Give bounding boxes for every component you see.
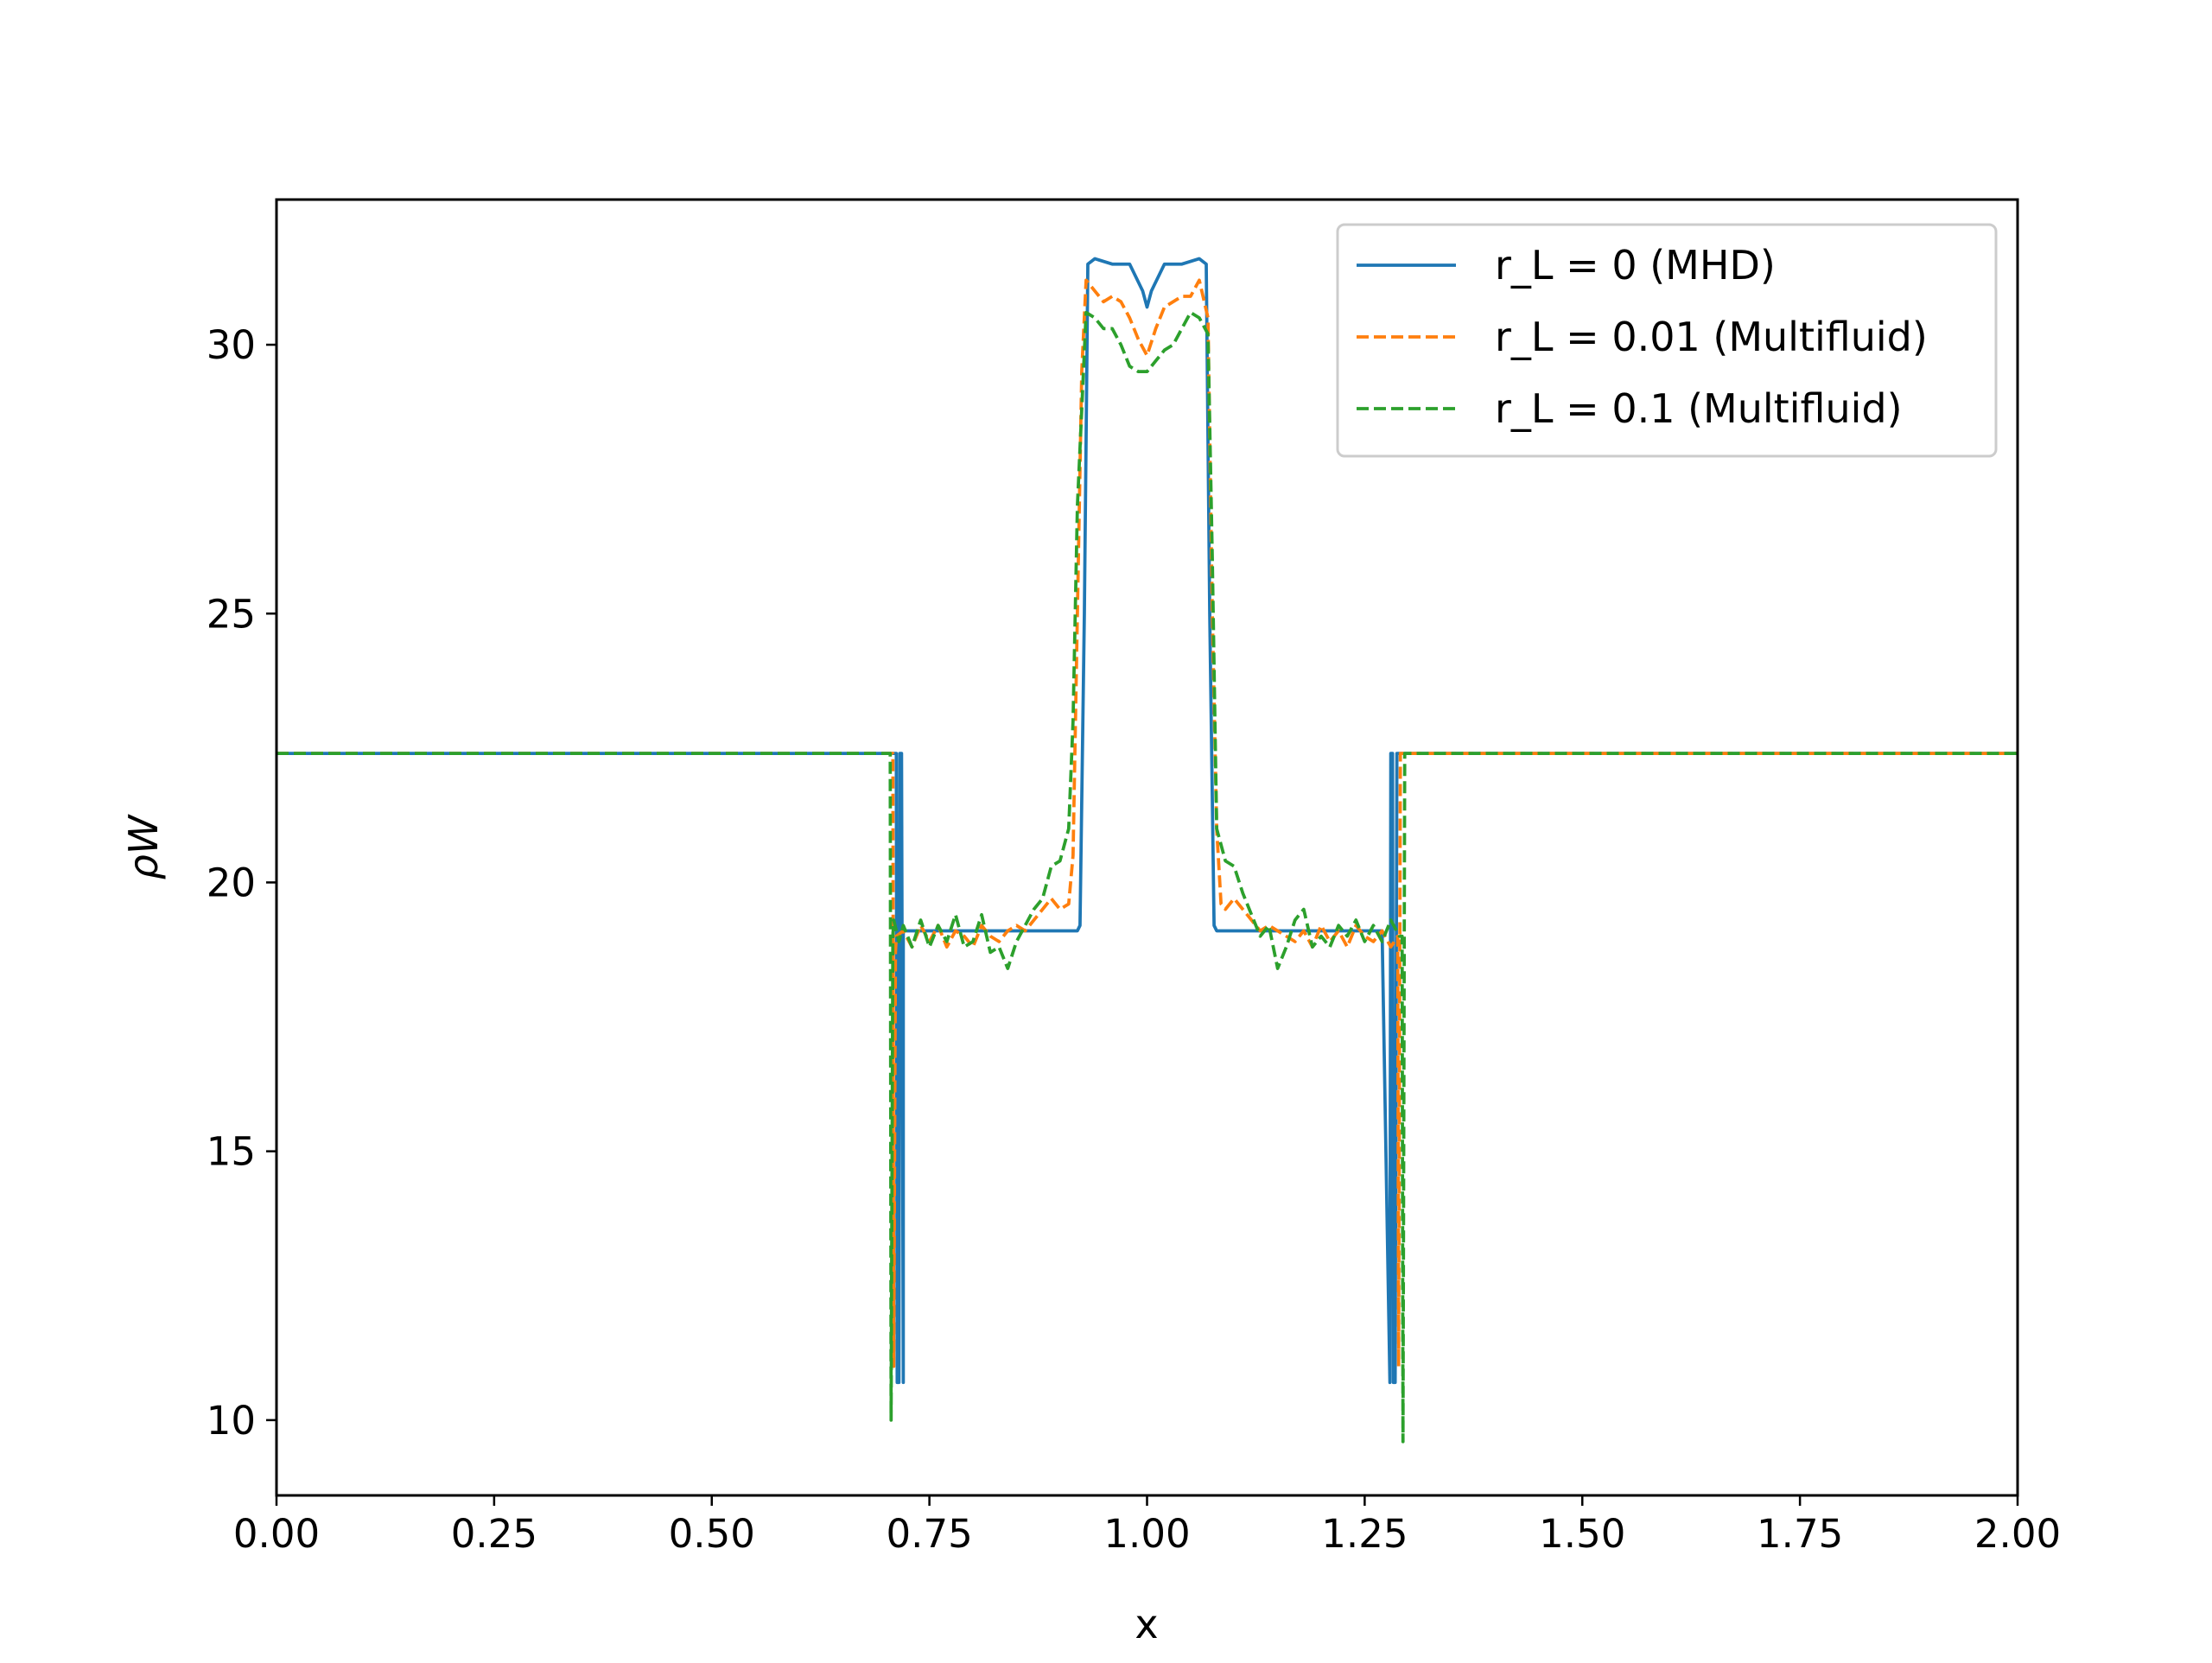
y-tick-label: 15 (207, 1129, 256, 1175)
x-tick-label: 1.50 (1539, 1511, 1625, 1557)
legend: r_L = 0 (MHD) r_L = 0.01 (Multifluid) r_L … (1336, 223, 1998, 458)
y-axis-label: ρW (120, 814, 167, 879)
x-tick-label: 1.75 (1757, 1511, 1843, 1557)
y-ticks: 10 15 20 25 30 (207, 322, 276, 1444)
legend-label-1: r_L = 0 (MHD) (1495, 242, 1776, 289)
legend-box (1336, 223, 1998, 458)
x-tick-label: 1.25 (1321, 1511, 1408, 1557)
y-tick-label: 25 (207, 591, 256, 637)
y-tick-label: 20 (207, 860, 256, 905)
series-layer (276, 257, 2018, 1444)
x-ticks: 0.00 0.25 0.50 0.75 1.00 1.25 1.50 1.75 2.00 (233, 1495, 2061, 1557)
x-tick-label: 1.00 (1103, 1511, 1190, 1557)
x-tick-label: 0.75 (887, 1511, 973, 1557)
legend-label-3: r_L = 0.1 (Multifluid) (1495, 385, 1903, 432)
x-axis-label: x (1135, 1601, 1158, 1647)
series-line-1 (276, 257, 2018, 1385)
y-tick-label: 30 (207, 322, 256, 368)
series-line-3 (276, 310, 2018, 1444)
legend-label-2: r_L = 0.01 (Multifluid) (1495, 314, 1928, 360)
y-tick-label: 10 (207, 1398, 256, 1444)
x-tick-label: 0.50 (669, 1511, 755, 1557)
x-tick-label: 0.25 (451, 1511, 537, 1557)
x-tick-label: 2.00 (1974, 1511, 2061, 1557)
x-tick-label: 0.00 (233, 1511, 320, 1557)
